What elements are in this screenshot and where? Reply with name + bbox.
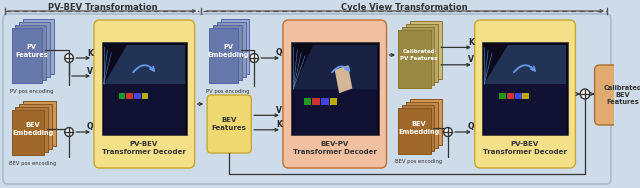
- Polygon shape: [104, 45, 185, 84]
- Bar: [507, 93, 514, 99]
- Text: PV-BEV
Transformer Decoder: PV-BEV Transformer Decoder: [102, 141, 186, 155]
- Bar: [141, 93, 148, 99]
- Text: V: V: [468, 55, 474, 64]
- Text: BEV
Embedding: BEV Embedding: [399, 121, 440, 135]
- Bar: [398, 108, 431, 154]
- Text: BEV
Features: BEV Features: [212, 117, 246, 131]
- Bar: [221, 19, 250, 74]
- FancyBboxPatch shape: [283, 20, 387, 168]
- FancyBboxPatch shape: [3, 14, 611, 184]
- Bar: [126, 93, 133, 99]
- Circle shape: [250, 54, 259, 62]
- FancyBboxPatch shape: [94, 20, 195, 168]
- Text: Q: Q: [276, 49, 282, 58]
- Text: V: V: [87, 67, 93, 76]
- Polygon shape: [292, 45, 377, 89]
- Bar: [330, 98, 337, 105]
- Text: PV
Features: PV Features: [15, 44, 48, 58]
- Text: V: V: [276, 106, 282, 115]
- Text: K: K: [276, 120, 282, 129]
- Bar: [515, 93, 522, 99]
- Text: Calibrated
BEV
Features: Calibrated BEV Features: [603, 84, 640, 105]
- Bar: [291, 42, 379, 135]
- Bar: [402, 105, 435, 151]
- Bar: [15, 25, 46, 80]
- Bar: [406, 102, 438, 148]
- Bar: [312, 98, 320, 105]
- Text: Q: Q: [87, 123, 93, 131]
- Text: PV-BEV
Transformer Decoder: PV-BEV Transformer Decoder: [483, 141, 566, 155]
- Bar: [410, 21, 442, 79]
- Bar: [483, 42, 568, 135]
- Bar: [19, 104, 52, 149]
- Bar: [12, 28, 42, 83]
- Bar: [12, 110, 44, 155]
- Polygon shape: [292, 89, 377, 135]
- Bar: [19, 22, 50, 77]
- Bar: [102, 42, 187, 135]
- Bar: [217, 22, 246, 77]
- Bar: [522, 93, 529, 99]
- Text: K: K: [87, 49, 93, 58]
- Circle shape: [444, 127, 452, 136]
- Bar: [406, 24, 438, 82]
- Text: BEV
Embedding: BEV Embedding: [12, 122, 53, 136]
- Text: Cycle View Transformation: Cycle View Transformation: [341, 4, 468, 12]
- Bar: [23, 19, 54, 74]
- FancyBboxPatch shape: [207, 95, 252, 153]
- Bar: [119, 93, 125, 99]
- Bar: [209, 28, 238, 83]
- Bar: [402, 27, 435, 85]
- Bar: [499, 93, 506, 99]
- Text: Q: Q: [468, 123, 474, 131]
- Bar: [410, 99, 442, 145]
- Bar: [304, 98, 312, 105]
- Circle shape: [65, 127, 74, 136]
- Text: PV
Embedding: PV Embedding: [207, 44, 249, 58]
- Bar: [321, 98, 329, 105]
- Text: Calibrated
PV Features: Calibrated PV Features: [401, 49, 438, 61]
- Polygon shape: [335, 65, 353, 93]
- Bar: [398, 30, 431, 88]
- FancyBboxPatch shape: [595, 65, 640, 125]
- Bar: [213, 25, 242, 80]
- Text: K: K: [468, 38, 474, 47]
- Bar: [134, 93, 141, 99]
- Polygon shape: [484, 84, 566, 135]
- Text: PV pos encoding: PV pos encoding: [207, 89, 250, 95]
- FancyBboxPatch shape: [475, 20, 575, 168]
- Polygon shape: [484, 45, 566, 84]
- Circle shape: [580, 89, 590, 99]
- Text: BEV-PV
Transformer Decoder: BEV-PV Transformer Decoder: [292, 141, 376, 155]
- Text: PV pos encoding: PV pos encoding: [10, 89, 53, 93]
- Text: BEV pos encoding: BEV pos encoding: [396, 159, 443, 164]
- Circle shape: [65, 54, 74, 62]
- Bar: [23, 101, 56, 146]
- Text: BEV pos encoding: BEV pos encoding: [9, 161, 56, 165]
- Text: PV-BEV Transformation: PV-BEV Transformation: [48, 4, 157, 12]
- Bar: [15, 107, 48, 152]
- Polygon shape: [104, 84, 185, 135]
